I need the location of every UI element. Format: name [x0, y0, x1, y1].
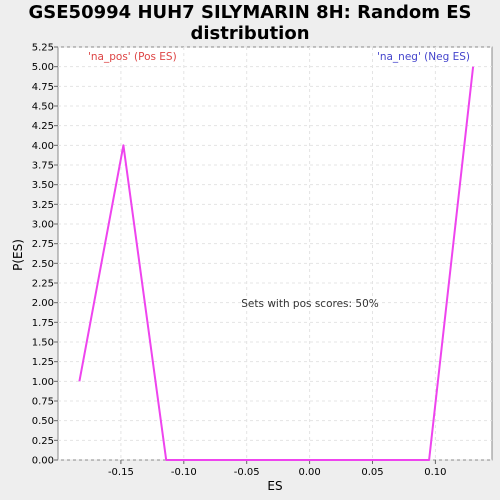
y-tick-label: 1.25 — [32, 357, 54, 368]
chart-title: GSE50994 HUH7 SILYMARIN 8H: Random ES di… — [0, 2, 500, 44]
y-tick-label: 0.50 — [32, 416, 54, 427]
y-tick-label: 2.25 — [32, 279, 54, 290]
x-tick-label: 0.10 — [424, 467, 446, 478]
y-tick-label: 5.00 — [32, 62, 54, 73]
y-tick-label: 4.25 — [32, 121, 54, 132]
x-tick-label: 0.05 — [361, 467, 383, 478]
y-tick-label: 1.75 — [32, 318, 54, 329]
grid-lines — [58, 46, 492, 461]
y-tick-label: 1.50 — [32, 338, 54, 349]
y-axis-label: P(ES) — [11, 239, 25, 271]
chart-title-line2: distribution — [190, 23, 310, 44]
y-tick-label: 5.25 — [32, 43, 54, 54]
y-tick-label: 0.75 — [32, 397, 54, 408]
pos-scores-annotation: Sets with pos scores: 50% — [241, 298, 378, 310]
x-tick-label: 0.00 — [298, 467, 320, 478]
plot-area — [57, 46, 493, 461]
y-tick-label: 2.00 — [32, 298, 54, 309]
y-tick-label: 2.75 — [32, 239, 54, 250]
y-axis: 0.00 0.25 0.50 0.75 1.00 1.25 1.50 1.75 2.00 2.25… — [32, 43, 58, 467]
y-tick-label: 3.50 — [32, 180, 54, 191]
y-tick-label: 4.50 — [32, 102, 54, 113]
legend-pos-label: 'na_pos' (Pos ES) — [88, 51, 177, 63]
y-tick-label: 3.25 — [32, 200, 54, 211]
y-tick-label: 1.00 — [32, 377, 54, 388]
y-tick-label: 2.50 — [32, 259, 54, 270]
y-tick-label: 0.00 — [32, 456, 54, 467]
x-axis-label: ES — [267, 479, 282, 493]
legend-neg-label: 'na_neg' (Neg ES) — [377, 51, 470, 63]
series-group — [78, 66, 475, 461]
y-tick-label: 3.00 — [32, 220, 54, 231]
y-tick-label: 4.75 — [32, 82, 54, 93]
x-tick-label: -0.10 — [171, 467, 197, 478]
y-tick-label: 3.75 — [32, 161, 54, 172]
y-tick-label: 4.00 — [32, 141, 54, 152]
x-axis: -0.15 -0.10 -0.05 0.00 0.05 0.10 — [108, 460, 447, 478]
x-tick-label: -0.05 — [234, 467, 260, 478]
es-distribution-line — [78, 66, 475, 461]
x-tick-label: -0.15 — [108, 467, 134, 478]
chart-title-line1: GSE50994 HUH7 SILYMARIN 8H: Random ES — [28, 2, 472, 23]
y-tick-label: 0.25 — [32, 436, 54, 447]
